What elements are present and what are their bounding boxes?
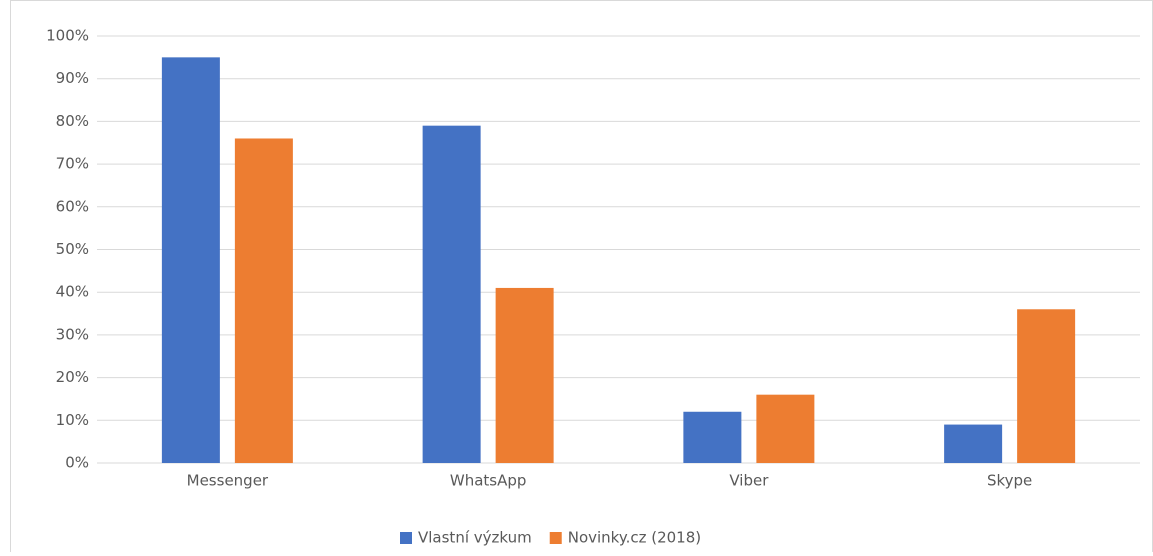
y-tick-label: 60% <box>56 197 89 215</box>
y-tick-label: 10% <box>56 411 89 429</box>
x-tick-label: Skype <box>987 472 1032 490</box>
legend-label: Novinky.cz (2018) <box>568 529 701 547</box>
y-tick-label: 80% <box>56 112 89 130</box>
x-tick-label: WhatsApp <box>450 472 527 490</box>
bar <box>756 394 815 463</box>
bar <box>234 138 293 464</box>
y-tick-label: 40% <box>56 283 89 301</box>
bar <box>683 411 742 463</box>
y-tick-label: 30% <box>56 325 89 343</box>
x-tick-label: Messenger <box>187 472 269 490</box>
y-tick-label: 90% <box>56 69 89 87</box>
bar <box>422 125 481 464</box>
legend-swatch <box>549 532 562 544</box>
legend-label: Vlastní výzkum <box>418 529 532 547</box>
y-tick-label: 100% <box>46 27 89 45</box>
y-tick-label: 50% <box>56 240 89 258</box>
y-tick-label: 70% <box>56 155 89 173</box>
y-tick-label: 0% <box>65 454 89 472</box>
y-tick-label: 20% <box>56 368 89 386</box>
bar <box>944 424 1003 463</box>
x-tick-label: Viber <box>729 472 769 490</box>
legend-swatch <box>400 532 412 544</box>
bar <box>161 57 220 463</box>
bar <box>495 287 554 463</box>
bar <box>1017 309 1076 463</box>
